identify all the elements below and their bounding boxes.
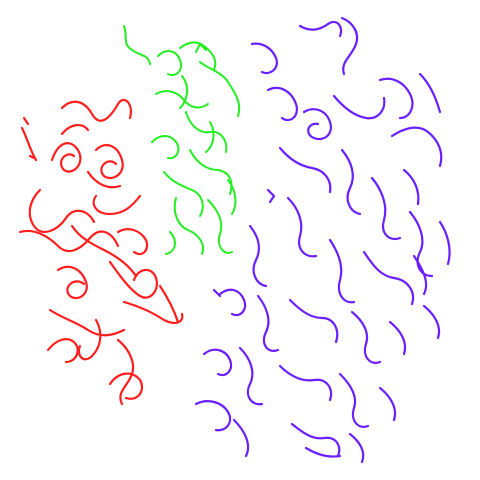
green-path [157, 50, 182, 76]
purple-path [348, 432, 365, 464]
red-trajectory-cluster [18, 98, 184, 406]
purple-path [302, 108, 332, 141]
red-path [28, 188, 96, 234]
red-path [122, 300, 184, 324]
purple-path [250, 42, 278, 75]
purple-path [238, 346, 264, 406]
purple-path [422, 304, 441, 340]
green-path [179, 75, 188, 109]
red-path [60, 124, 122, 189]
purple-path [256, 294, 280, 352]
purple-path [378, 386, 397, 422]
purple-path [340, 148, 362, 216]
red-path [46, 338, 79, 364]
green-path [179, 41, 217, 71]
purple-path [304, 446, 342, 458]
green-path [205, 121, 215, 153]
purple-path [332, 94, 386, 120]
purple-path [288, 298, 339, 344]
purple-path [338, 372, 370, 428]
purple-path [266, 86, 298, 122]
purple-path [278, 146, 332, 194]
purple-path [266, 188, 276, 204]
purple-path [340, 16, 359, 76]
red-path [116, 228, 149, 256]
purple-path [412, 254, 428, 296]
green-path [185, 111, 228, 153]
green-trajectory-cluster [123, 25, 241, 255]
purple-path [402, 168, 420, 206]
green-path [227, 179, 237, 215]
purple-path [248, 224, 268, 288]
red-path [94, 143, 124, 180]
purple-path [390, 126, 443, 168]
purple-path [388, 320, 407, 356]
purple-path [378, 77, 414, 120]
red-path [108, 372, 144, 400]
green-path [195, 43, 207, 53]
green-path [173, 197, 204, 255]
green-path [155, 90, 209, 109]
purple-path [350, 310, 382, 364]
purple-path [328, 238, 356, 304]
red-path [92, 194, 142, 216]
red-path [60, 98, 132, 122]
red-path [48, 308, 126, 337]
green-path [207, 199, 233, 254]
red-path [22, 116, 36, 160]
red-path [77, 318, 102, 361]
red-path [56, 265, 88, 300]
green-path [163, 171, 204, 217]
red-path [158, 284, 180, 324]
purple-trajectory-cluster [194, 16, 451, 464]
purple-path [290, 422, 341, 458]
green-path [151, 135, 180, 160]
purple-path [278, 364, 333, 402]
red-path [108, 260, 158, 299]
red-path [70, 224, 138, 278]
purple-path [418, 72, 442, 114]
purple-path [370, 176, 402, 241]
purple-path [298, 20, 343, 38]
green-path [165, 231, 176, 255]
red-path [50, 142, 82, 173]
green-path [199, 61, 241, 117]
purple-path [218, 288, 247, 317]
purple-path [212, 288, 222, 298]
red-path [18, 229, 120, 253]
purple-path [438, 220, 451, 266]
purple-path [362, 250, 415, 306]
purple-path [194, 400, 232, 432]
purple-path [286, 196, 318, 258]
purple-path [202, 348, 233, 377]
purple-path [232, 418, 250, 458]
green-path [123, 25, 151, 65]
